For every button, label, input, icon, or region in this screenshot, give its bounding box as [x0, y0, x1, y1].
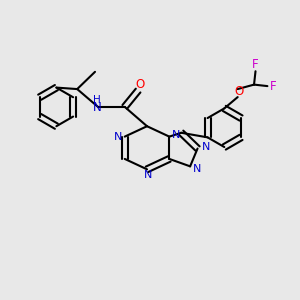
Text: O: O: [235, 85, 244, 98]
Text: N: N: [93, 101, 101, 114]
Text: N: N: [202, 142, 210, 152]
Text: F: F: [270, 80, 277, 93]
Text: N: N: [193, 164, 201, 174]
Text: N: N: [172, 130, 180, 140]
Text: F: F: [252, 58, 259, 71]
Text: N: N: [143, 170, 152, 180]
Text: N: N: [114, 132, 122, 142]
Text: O: O: [135, 77, 144, 91]
Text: H: H: [93, 95, 101, 105]
